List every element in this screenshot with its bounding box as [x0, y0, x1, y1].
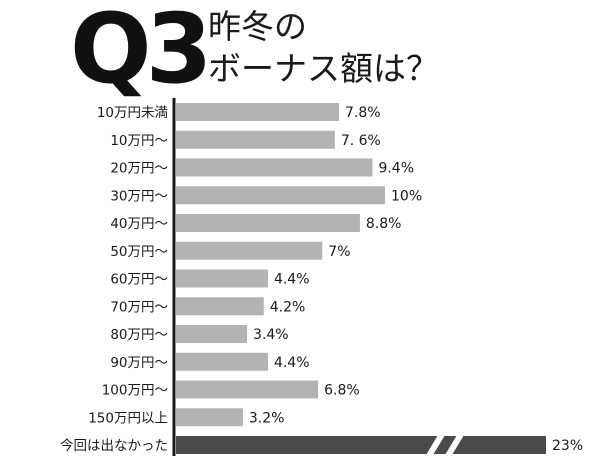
category-label: 20万円～: [110, 161, 168, 177]
category-label: 80万円～: [110, 327, 168, 343]
value-label: 9.4%: [378, 161, 414, 177]
value-label: 6.8%: [324, 383, 360, 399]
bar: [176, 325, 248, 343]
bar: [176, 408, 243, 427]
value-label: 8.8%: [366, 216, 402, 232]
bar: [176, 436, 546, 454]
category-label: 10万円未満: [97, 105, 168, 121]
chart-header: Q3 昨冬の ボーナス額は？: [0, 0, 600, 104]
bars-layer: [176, 103, 546, 455]
bar: [176, 269, 268, 288]
bar: [176, 130, 335, 149]
bar: [176, 352, 268, 371]
bar-break-mark: [426, 435, 445, 455]
bar: [176, 380, 319, 399]
category-label: 70万円～: [110, 299, 168, 315]
category-label: 40万円～: [110, 216, 168, 232]
value-label: 4.4%: [274, 355, 310, 371]
value-label: 7.8%: [345, 105, 381, 121]
question-text-line2: ボーナス額は？: [208, 49, 439, 88]
question-text-line1: 昨冬の: [208, 7, 307, 46]
category-label: 150万円以上: [88, 410, 168, 426]
category-label: 100万円～: [102, 383, 168, 399]
bar: [176, 103, 340, 121]
bar: [176, 158, 373, 177]
bar-break-mark: [445, 435, 464, 455]
labels-layer: 10万円未満 7.8% 10万円～ 7. 6% 20万円～ 9.4% 30万円～ 10% 40万…: [60, 105, 583, 454]
bar: [176, 214, 360, 232]
bar: [176, 241, 323, 260]
category-label: 30万円～: [110, 188, 168, 204]
category-label: 10万円～: [110, 133, 168, 149]
category-label: 60万円～: [110, 272, 168, 288]
value-label: 4.2%: [270, 299, 306, 315]
category-label: 50万円～: [110, 244, 168, 260]
value-label: 3.4%: [253, 327, 289, 343]
value-label: 7%: [328, 244, 350, 260]
bar: [176, 186, 385, 205]
question-number: Q3: [70, 0, 212, 105]
value-label: 7. 6%: [341, 133, 381, 149]
value-label: 10%: [391, 188, 422, 204]
category-label: 90万円～: [110, 355, 168, 371]
bar: [176, 297, 264, 316]
category-label: 今回は出なかった: [60, 438, 168, 454]
value-label: 3.2%: [249, 410, 285, 426]
value-label: 23%: [552, 438, 583, 454]
value-label: 4.4%: [274, 272, 310, 288]
